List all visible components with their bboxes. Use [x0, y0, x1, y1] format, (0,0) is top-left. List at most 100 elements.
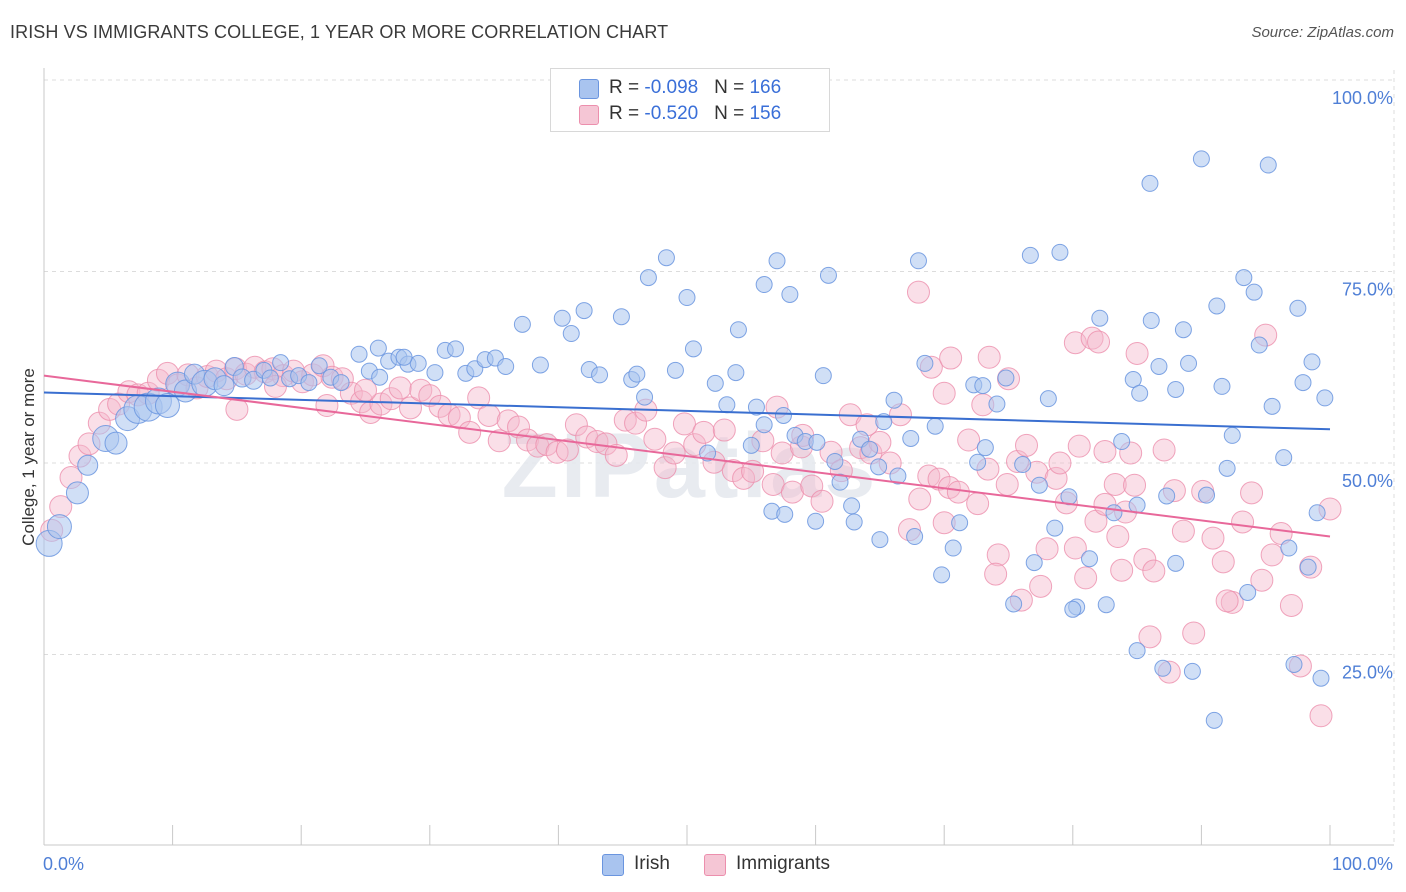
irish-point: [1299, 558, 1317, 576]
immigrants-point: [780, 480, 804, 504]
irish-point: [699, 444, 717, 462]
irish-point: [933, 566, 951, 584]
irish-point: [1180, 354, 1198, 372]
irish-point: [951, 514, 969, 532]
irish-point: [104, 431, 128, 455]
immigrants-point: [1103, 472, 1127, 496]
irish-point: [1021, 246, 1039, 264]
irish-point: [1081, 550, 1099, 568]
immigrants-swatch: [579, 105, 599, 125]
immigrants-point: [1231, 510, 1255, 534]
irish-point: [531, 356, 549, 374]
immigrants-point: [1171, 519, 1195, 543]
irish-point: [807, 512, 825, 530]
immigrants-trend-line: [43, 374, 1331, 538]
irish-point: [1250, 336, 1268, 354]
irish-trend-line: [43, 391, 1331, 431]
irish-point: [906, 528, 924, 546]
immigrants-point: [458, 420, 482, 444]
irish-point: [1259, 156, 1277, 174]
irish-point: [889, 467, 907, 485]
immigrants-point: [1152, 438, 1176, 462]
immigrants-point: [770, 441, 794, 465]
immigrants-stats: R = -0.520 N = 156: [609, 103, 781, 125]
immigrants-point: [1182, 621, 1206, 645]
immigrants-point: [315, 394, 339, 418]
immigrants-n-value: 156: [749, 103, 782, 124]
immigrants-point: [1201, 526, 1225, 550]
irish-point: [1014, 456, 1032, 474]
immigrants-point: [643, 427, 667, 451]
immigrants-point: [984, 562, 1008, 586]
immigrants-point: [1142, 559, 1166, 583]
irish-point: [1285, 655, 1303, 673]
irish-point: [562, 325, 580, 343]
irish-point: [497, 357, 515, 375]
irish-point: [988, 395, 1006, 413]
immigrants-point: [1067, 434, 1091, 458]
immigrants-point: [712, 418, 736, 442]
irish-point: [1303, 353, 1321, 371]
irish-point: [1150, 357, 1168, 375]
immigrants-n-label: N =: [714, 103, 750, 124]
irish-point: [666, 361, 684, 379]
irish-point: [974, 377, 992, 395]
irish-point: [831, 473, 849, 491]
immigrants-point: [1211, 550, 1235, 574]
irish-point: [369, 339, 387, 357]
irish-point: [371, 368, 389, 386]
irish-point: [718, 396, 736, 414]
immigrants-point: [1106, 525, 1130, 549]
irish-point: [77, 454, 99, 476]
irish-point: [213, 375, 235, 397]
x-tick-label-end: 100.0%: [1332, 854, 1393, 874]
immigrants-point: [1215, 589, 1239, 613]
stats-legend: R = -0.098 N = 166 R = -0.520 N = 156: [550, 68, 830, 132]
irish-point: [774, 407, 792, 425]
source-label: Source: ZipAtlas.com: [1251, 24, 1394, 41]
immigrants-point: [761, 472, 785, 496]
irish-point: [684, 340, 702, 358]
immigrants-point: [477, 404, 501, 428]
irish-point: [513, 315, 531, 333]
irish-point: [1142, 312, 1160, 330]
irish-point: [1167, 380, 1185, 398]
immigrants-point: [604, 443, 628, 467]
irish-point: [742, 436, 760, 454]
immigrants-point: [946, 480, 970, 504]
irish-point: [310, 357, 328, 375]
irish-point: [814, 367, 832, 385]
immigrants-point: [810, 489, 834, 513]
irish-point: [1208, 297, 1226, 315]
irish-point: [1046, 519, 1064, 537]
irish-point: [612, 308, 630, 326]
irish-point: [1183, 662, 1201, 680]
irish-legend-label: Irish: [634, 853, 670, 874]
immigrants-point: [966, 492, 990, 516]
irish-point: [1205, 711, 1223, 729]
irish-point: [997, 369, 1015, 387]
irish-n-value: 166: [749, 77, 782, 98]
immigrants-point: [1125, 341, 1149, 365]
series-legend: Irish Immigrants: [0, 852, 1406, 878]
irish-point: [1039, 390, 1057, 408]
irish-point: [395, 348, 413, 366]
immigrants-point: [1074, 566, 1098, 590]
immigrants-points: [40, 280, 1342, 728]
y-tick-label: 25.0%: [1342, 663, 1393, 683]
irish-point: [808, 433, 826, 451]
y-tick-label: 75.0%: [1342, 280, 1393, 300]
irish-point: [1167, 554, 1185, 572]
irish-point: [350, 345, 368, 363]
irish-point: [1158, 487, 1176, 505]
immigrants-point: [564, 413, 588, 437]
irish-point: [426, 364, 444, 382]
immigrants-point: [624, 411, 648, 435]
irish-point: [1280, 539, 1298, 557]
irish-point: [1192, 150, 1210, 168]
immigrants-point: [585, 430, 609, 454]
irish-point: [916, 354, 934, 372]
irish-point: [1005, 595, 1023, 613]
immigrants-r-value: -0.520: [644, 103, 699, 124]
